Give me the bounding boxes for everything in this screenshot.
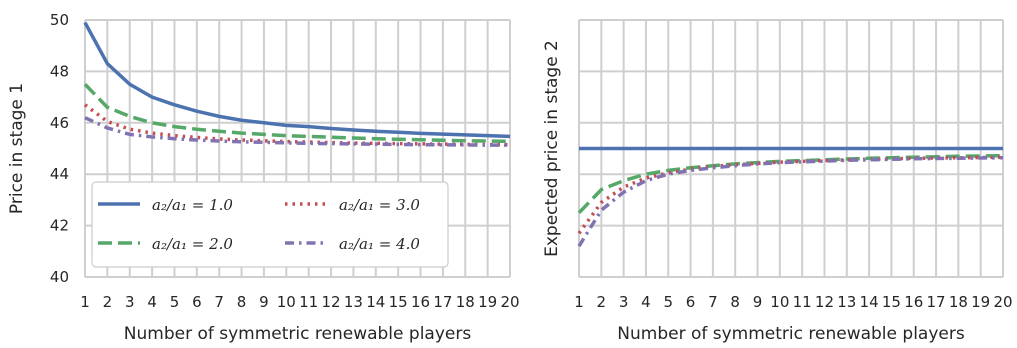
x-tick-label: 4 — [147, 293, 157, 311]
series-lines — [577, 146, 1004, 248]
x-tick-label: 17 — [927, 293, 946, 311]
x-tick-label: 5 — [170, 293, 180, 311]
x-tick-label: 20 — [993, 293, 1012, 311]
x-tick-label: 2 — [103, 293, 113, 311]
x-tick-labels: 1 2 3 4 5 6 7 8 9 10 11 12 13 14 15 16 17 18 19 20 — [574, 293, 1012, 311]
y-tick-label: 46 — [50, 114, 69, 132]
legend-label-1: a₂/a₁ = 1.0 — [152, 196, 233, 214]
x-axis-label: Number of symmetric renewable players — [124, 324, 472, 344]
x-tick-label: 12 — [322, 293, 341, 311]
y-axis-label: Price in stage 1 — [7, 83, 27, 214]
x-tick-label: 1 — [80, 293, 90, 311]
x-tick-labels: 1 2 3 4 5 6 7 8 9 10 11 12 13 14 15 16 17 18 19 20 — [80, 293, 519, 311]
x-tick-label: 4 — [641, 293, 651, 311]
chart-panel-1: 1 2 3 4 5 6 7 8 9 10 11 12 13 14 15 16 17 18 19 20404244464… — [7, 11, 520, 344]
x-tick-label: 6 — [686, 293, 696, 311]
x-tick-label: 20 — [500, 293, 519, 311]
x-tick-label: 11 — [299, 293, 318, 311]
series-lines — [83, 21, 511, 147]
y-tick-label: 42 — [50, 217, 69, 235]
x-tick-label: 15 — [882, 293, 901, 311]
y-tick-labels: 40 42 44 46 48 50 — [50, 11, 69, 286]
x-tick-label: 6 — [192, 293, 202, 311]
x-tick-label: 1 — [574, 293, 584, 311]
x-tick-label: 7 — [214, 293, 224, 311]
x-tick-label: 10 — [277, 293, 296, 311]
legend: a₂/a₁ = 1.0 a₂/a₁ = 2.0 a₂/a₁ = 3.0 a₂/a₁ =… — [91, 181, 449, 268]
x-tick-label: 16 — [411, 293, 430, 311]
y-tick-label: 40 — [50, 268, 69, 286]
x-tick-label: 2 — [597, 293, 607, 311]
x-axis-label: Number of symmetric renewable players — [617, 324, 965, 344]
x-tick-label: 19 — [478, 293, 497, 311]
x-tick-label: 14 — [860, 293, 879, 311]
x-tick-label: 5 — [663, 293, 673, 311]
x-tick-label: 8 — [237, 293, 247, 311]
x-tick-label: 18 — [949, 293, 968, 311]
x-tick-label: 14 — [366, 293, 385, 311]
x-tick-label: 9 — [259, 293, 269, 311]
x-tick-label: 7 — [708, 293, 718, 311]
legend-label-4: a₂/a₁ = 4.0 — [339, 235, 420, 253]
x-tick-label: 8 — [730, 293, 740, 311]
legend-label-2: a₂/a₁ = 2.0 — [152, 235, 233, 253]
x-tick-label: 15 — [389, 293, 408, 311]
series-line-1 — [83, 21, 511, 139]
y-tick-label: 50 — [50, 11, 69, 29]
x-tick-label: 11 — [793, 293, 812, 311]
legend-label-3: a₂/a₁ = 3.0 — [339, 196, 420, 214]
x-tick-label: 13 — [837, 293, 856, 311]
x-tick-label: 10 — [770, 293, 789, 311]
series-line-4 — [577, 156, 1004, 248]
legend-box — [91, 181, 449, 268]
x-tick-label: 16 — [904, 293, 923, 311]
x-tick-label: 12 — [815, 293, 834, 311]
x-tick-label: 13 — [344, 293, 363, 311]
y-tick-label: 48 — [50, 62, 69, 80]
series-line-2 — [83, 83, 511, 144]
y-tick-label: 44 — [50, 165, 69, 183]
x-tick-label: 3 — [125, 293, 135, 311]
x-tick-label: 17 — [433, 293, 452, 311]
x-tick-label: 19 — [971, 293, 990, 311]
y-axis-label: Expected price in stage 2 — [542, 40, 562, 257]
x-tick-label: 3 — [619, 293, 629, 311]
x-tick-label: 18 — [456, 293, 475, 311]
x-tick-label: 9 — [753, 293, 763, 311]
series-line-3 — [577, 155, 1004, 235]
series-line-4 — [84, 116, 510, 147]
